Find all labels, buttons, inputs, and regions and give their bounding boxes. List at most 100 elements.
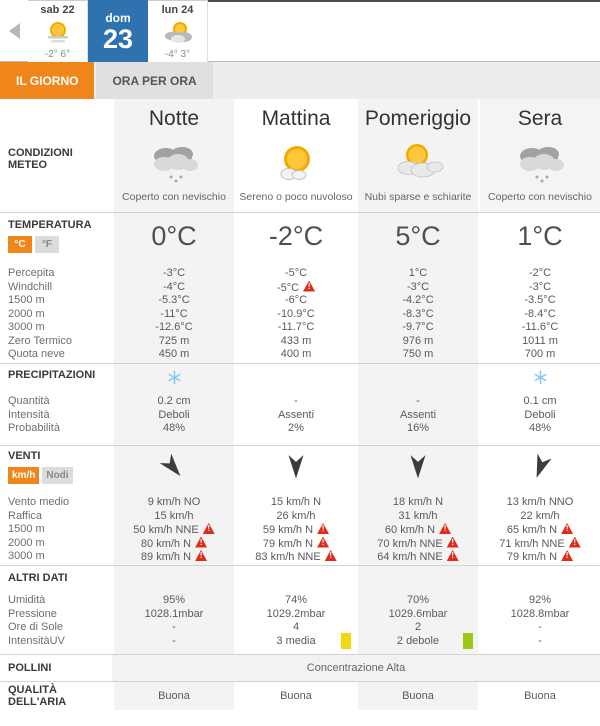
value-cell: 15 km/h [154, 509, 194, 522]
wind-direction-arrow [525, 450, 555, 488]
value-cell: 80 km/h N [114, 536, 234, 551]
value-cell: -5.3°C [158, 294, 190, 306]
day-tab-lun-24[interactable]: lun 24 -4° 3° [148, 0, 208, 62]
column-name: Mattina [261, 107, 331, 130]
temperature-col-mattina: -2°C -5°C -5°C -6°C -10.9°C -11.7°C 433 … [236, 213, 356, 363]
column-notte-header: Notte Coperto con nevischio [114, 99, 234, 212]
value-cell: - [538, 634, 542, 647]
value-cell: 9 km/h NO [147, 496, 201, 508]
value-cell: 2 [414, 621, 422, 633]
knots-toggle[interactable]: Nodi [42, 467, 73, 484]
sun-small-cloud-icon [280, 145, 310, 180]
fahrenheit-toggle[interactable]: °F [35, 236, 59, 253]
tab-il-giorno[interactable]: IL GIORNO [0, 62, 95, 99]
section-divider [0, 565, 600, 566]
value-cell: -3°C [406, 280, 430, 293]
winds-col-mattina: 15 km/h N 26 km/h 59 km/h N 79 km/h N 83… [236, 446, 356, 565]
value-cell: -4°C [162, 280, 186, 293]
value-cell: -3°C [528, 280, 552, 293]
cloud-snow-icon [154, 146, 198, 182]
value-cell: 50 km/h NNE [114, 523, 234, 537]
value-cell: -3°C [162, 267, 186, 279]
column-pomeriggio-header: Pomeriggio Nubi sparse e schiarite [358, 99, 478, 212]
value-cell: 89 km/h N [114, 550, 234, 564]
value-cell: 1029.2mbar [266, 607, 326, 620]
wind-direction-arrow [156, 449, 193, 487]
air-quality-notte: Buona [114, 682, 234, 710]
prev-day-button[interactable] [0, 0, 28, 61]
kmh-toggle[interactable]: km/h [8, 467, 40, 484]
temperature-unit-toggle: °C °F [8, 236, 112, 253]
section-divider [0, 363, 600, 364]
uv-index-chip [341, 632, 351, 649]
pollen-label: POLLINI [8, 662, 52, 674]
value-cell: -9.7°C [402, 321, 434, 333]
value-cell: 433 m [280, 334, 312, 347]
day-number: 23 [102, 23, 134, 54]
value-cell: 1°C [408, 267, 428, 279]
precipitation-section: PRECIPITAZIONI Quantità Intensità Probab… [0, 364, 600, 445]
value-cell: -2°C [528, 267, 552, 279]
pollen-value: Concentrazione Alta [112, 655, 600, 681]
warning-icon [446, 550, 459, 561]
condition-description: Sereno o poco nuvoloso [239, 191, 353, 203]
wind-direction-arrow [408, 452, 428, 485]
value-cell: 1028.8mbar [510, 607, 570, 620]
value-cell: 2% [288, 422, 304, 434]
conditions-label: CONDIZIONI METEO [8, 147, 73, 171]
air-quality-row: QUALITÀ DELL'ARIA Buona Buona Buona Buon… [0, 682, 600, 710]
section-divider [0, 654, 600, 655]
view-tabs: IL GIORNO ORA PER ORA [0, 62, 600, 99]
warning-icon [439, 523, 452, 534]
row-label: Vento medio [8, 496, 70, 508]
section-divider [0, 212, 600, 213]
value-cell: 3 media [236, 632, 356, 649]
row-label: Intensità [8, 408, 50, 421]
row-label: Umidità [8, 594, 46, 606]
value-cell: 74% [284, 594, 308, 606]
day-name: sab 22 [40, 4, 75, 16]
row-label: Ore di Sole [8, 621, 64, 633]
winds-section: VENTI km/h Nodi Vento medio Raffica 1500… [0, 446, 600, 565]
value-cell: 59 km/h N [236, 523, 356, 537]
wind-direction-arrow [286, 452, 306, 485]
day-tab-dom-23[interactable]: dom 23 [88, 0, 148, 62]
row-label: Raffica [8, 509, 43, 522]
value-cell: - [538, 621, 542, 633]
column-name: Pomeriggio [364, 107, 472, 130]
row-label: 2000 m [8, 307, 45, 320]
temperature-col-pomeriggio: 5°C 1°C -3°C -4.2°C -8.3°C -9.7°C 976 m … [358, 213, 478, 363]
value-cell: -11°C [160, 307, 188, 320]
air-quality-pomeriggio: Buona [358, 682, 478, 710]
value-cell: 400 m [280, 348, 312, 360]
warning-icon [561, 523, 574, 534]
value-cell: 450 m [158, 348, 190, 360]
other-col-mattina: 74% 1029.2mbar 4 3 media [236, 566, 356, 654]
value-cell: 2 debole [358, 632, 478, 649]
main-temperature: 0°C [151, 221, 197, 251]
warning-icon [568, 536, 581, 548]
warning-icon [561, 550, 574, 561]
value-cell: 16% [406, 422, 430, 434]
main-temperature: 5°C [395, 221, 441, 251]
main-temperature: 1°C [517, 221, 563, 251]
sun-fog-icon [47, 21, 68, 42]
snowflake-icon [534, 370, 547, 385]
section-divider [0, 445, 600, 446]
value-cell: -3.5°C [524, 294, 556, 306]
precipitation-col-notte: 0.2 cm Deboli 48% [114, 364, 234, 445]
warning-icon [317, 536, 330, 548]
value-cell: 92% [528, 594, 552, 606]
value-cell: -11.7°C [277, 321, 315, 333]
celsius-toggle[interactable]: °C [8, 236, 32, 253]
value-cell: 64 km/h NNE [358, 550, 478, 564]
day-tab-sab-22[interactable]: sab 22 -2° 6° [28, 0, 88, 62]
tab-ora-per-ora[interactable]: ORA PER ORA [96, 62, 213, 99]
row-label: 1500 m [8, 294, 45, 306]
temperature-label: TEMPERATURA [8, 219, 92, 231]
value-cell: 48% [528, 422, 552, 434]
value-cell: -8.3°C [402, 307, 434, 320]
value-cell: -5°C [236, 280, 356, 295]
other-data-label: ALTRI DATI [8, 572, 68, 584]
uv-index-chip [463, 632, 473, 649]
